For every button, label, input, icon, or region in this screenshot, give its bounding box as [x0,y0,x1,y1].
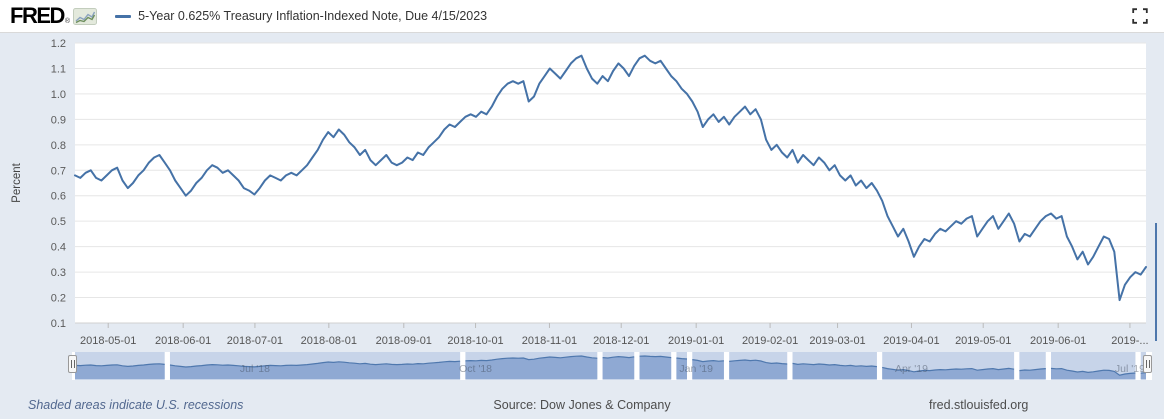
navigator-left-handle[interactable] [68,355,77,373]
navigator-area [465,356,598,379]
x-tick-label: 2018-07-01 [227,335,283,347]
x-tick-label: 2019-05-01 [955,335,1011,347]
navigator-month-label: Jul '18 [240,363,270,375]
right-edge-line [1155,223,1157,341]
header: FRED ® 5-Year 0.625% Treasury Inflation-… [0,0,1164,33]
x-tick-label: 2018-05-01 [80,335,136,347]
x-tick-label: 2019-02-01 [742,335,798,347]
y-tick-label: 1.2 [51,38,66,50]
navigator-area [75,363,165,379]
navigator-line [692,359,724,363]
navigator-area [1140,372,1146,379]
x-tick-label: 2018-11-01 [522,335,577,347]
navigator-area [1019,368,1046,379]
x-tick-label: 2018-10-01 [447,335,503,347]
x-tick-label: 2018-06-01 [155,335,211,347]
y-tick-label: 0.3 [51,267,66,279]
navigator-month-label: Jan '19 [679,363,713,375]
fred-sparkline-icon [73,7,98,25]
navigator-line [74,363,165,368]
source-link[interactable]: Source: Dow Jones & Company [493,398,671,412]
series-line[interactable] [74,54,1147,302]
navigator[interactable]: Jul '18 Oct '18 Jan '19 Apr '19 Jul '19 [0,349,1164,383]
navigator-line [882,366,1015,373]
y-tick-label: 0.9 [51,114,66,126]
navigator-area [676,358,687,379]
navigator-line [169,360,461,368]
recession-note-link[interactable]: Shaded areas indicate U.S. recessions [28,398,244,412]
fullscreen-button[interactable] [1130,6,1150,26]
navigator-month-label: Oct '18 [459,363,492,375]
fred-site-link[interactable]: fred.stlouisfed.org [929,398,1029,412]
main-chart[interactable]: 0.1 0.2 0.3 0.4 0.5 0.6 0.7 0.8 0.9 1.0 1.1 1.2 Perc… [0,33,1164,347]
y-tick-label: 0.5 [51,216,66,228]
x-tick-label: 2019-04-01 [883,335,939,347]
navigator-line [1019,368,1046,372]
navigator-area [602,356,635,379]
navigator-area [639,356,672,379]
y-axis-title: Percent [11,162,23,202]
navigator-area [729,360,788,379]
navigator-area [170,361,461,379]
y-tick-label: 0.1 [51,318,66,330]
y-tick-label: 0.4 [51,242,66,254]
navigator-line [729,359,788,365]
navigator-line [465,355,598,362]
y-tick-label: 0.8 [51,140,66,152]
x-tick-label: 2019-06-01 [1030,335,1086,347]
navigator-line [602,355,635,359]
legend-series-label: 5-Year 0.625% Treasury Inflation-Indexed… [138,9,488,23]
navigator-line [1050,367,1136,376]
y-tick-label: 1.1 [51,63,66,75]
fullscreen-icon [1132,8,1148,24]
navigator-area [692,359,724,379]
y-tick-label: 0.2 [51,293,66,305]
y-tick-label: 1.0 [51,89,66,101]
footer: Shaded areas indicate U.S. recessions So… [0,396,1164,418]
navigator-line [639,355,672,359]
navigator-month-label: Jul '19 [1115,363,1145,375]
navigator-area [792,363,877,379]
navigator-line [792,362,877,368]
x-tick-label: 2019-... [1111,335,1148,347]
fred-logo[interactable]: FRED ® [10,3,98,28]
legend-line-marker [115,14,132,18]
x-tick-label: 2018-09-01 [376,335,432,347]
fred-logo-text: FRED [10,3,65,28]
y-tick-label: 0.7 [51,165,66,177]
navigator-line [676,357,688,360]
x-tick-label: 2019-01-01 [668,335,724,347]
chart-legend: 5-Year 0.625% Treasury Inflation-Indexed… [115,9,487,23]
x-tick-label: 2018-12-01 [593,335,649,347]
registered-trademark: ® [64,18,71,25]
navigator-right-handle[interactable] [1143,355,1152,373]
x-tick-label: 2018-08-01 [301,335,357,347]
x-tick-label: 2019-03-01 [809,335,865,347]
y-tick-label: 0.6 [51,191,66,203]
navigator-month-label: Apr '19 [895,363,928,375]
plot-area [75,43,1146,323]
